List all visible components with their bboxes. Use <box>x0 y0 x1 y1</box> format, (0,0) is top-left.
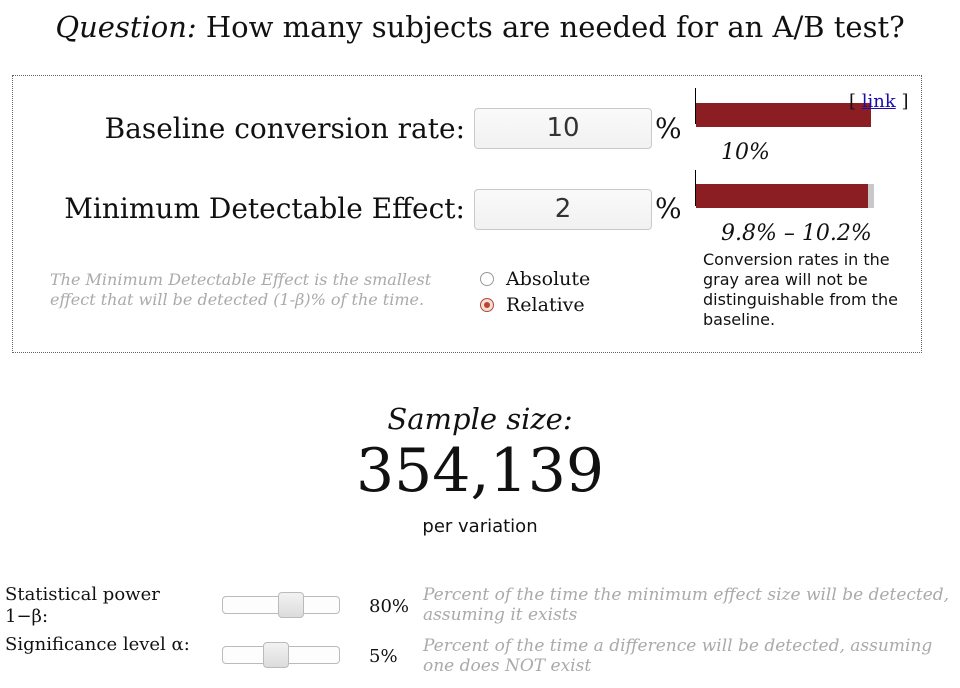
power-slider[interactable] <box>222 592 340 618</box>
baseline-unit: % <box>655 112 682 145</box>
link-anchor[interactable]: link <box>861 91 896 112</box>
significance-help: Percent of the time a difference will be… <box>423 636 933 676</box>
power-help: Percent of the time the minimum effect s… <box>423 585 950 625</box>
significance-slider[interactable] <box>222 642 340 668</box>
significance-label: Significance level α: <box>5 634 190 655</box>
mde-range-caption: 9.8% – 10.2% <box>721 221 872 246</box>
baseline-label: Baseline conversion rate: <box>104 112 465 145</box>
radio-absolute[interactable]: Absolute <box>480 268 590 290</box>
question-prefix: Question: <box>55 10 197 44</box>
link-close-bracket: ] <box>895 91 909 112</box>
radio-relative-circle[interactable] <box>480 298 494 312</box>
radio-absolute-label: Absolute <box>506 268 591 290</box>
mde-input[interactable]: 2 <box>474 189 652 230</box>
link-open-bracket: [ <box>849 91 862 112</box>
radio-relative[interactable]: Relative <box>480 294 585 316</box>
question-text: How many subjects are needed for an A/B … <box>196 10 905 44</box>
mde-label: Minimum Detectable Effect: <box>64 192 465 225</box>
page-title: Question: How many subjects are needed f… <box>0 10 960 44</box>
mde-unit: % <box>655 192 682 225</box>
mde-axis <box>695 170 696 206</box>
baseline-axis <box>695 88 696 124</box>
per-variation-label: per variation <box>422 516 538 537</box>
baseline-bar-caption: 10% <box>721 140 770 165</box>
power-label: Statistical power 1−β: <box>5 584 160 627</box>
sample-size-value: 354,139 <box>355 436 605 506</box>
mde-help: The Minimum Detectable Effect is the sma… <box>50 270 432 309</box>
power-value: 80% <box>369 596 410 617</box>
significance-slider-handle[interactable] <box>263 642 289 668</box>
power-slider-handle[interactable] <box>278 592 304 618</box>
permalink: [ link ] <box>849 91 909 112</box>
sample-size-label: Sample size: <box>387 402 573 436</box>
input-panel: Baseline conversion rate: 10 % 10% [ lin… <box>12 75 922 353</box>
baseline-bar <box>696 103 871 127</box>
radio-relative-label: Relative <box>506 294 585 316</box>
significance-value: 5% <box>369 646 398 667</box>
mde-lower-bar <box>696 184 868 208</box>
range-note: Conversion rates in the gray area will n… <box>703 250 898 329</box>
radio-absolute-circle[interactable] <box>480 272 494 286</box>
baseline-input[interactable]: 10 <box>474 108 652 149</box>
